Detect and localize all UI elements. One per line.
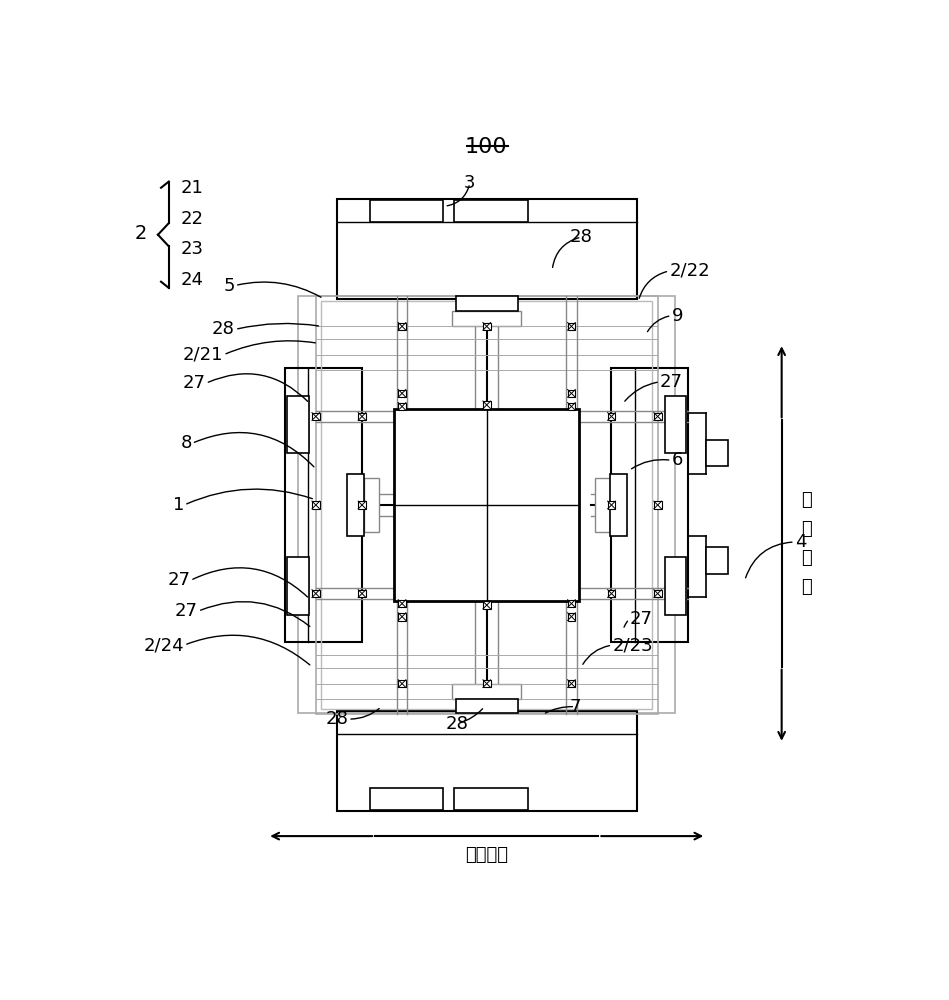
Bar [370, 200, 443, 222]
Text: 27: 27 [660, 373, 683, 391]
Bar [455, 788, 528, 810]
Bar [483, 680, 491, 687]
Text: 8: 8 [180, 434, 192, 452]
Bar [607, 501, 615, 509]
Text: 2/21: 2/21 [183, 346, 223, 364]
Bar [316, 296, 658, 714]
Bar [568, 600, 575, 607]
Bar [452, 311, 521, 326]
Bar [568, 389, 575, 397]
Bar [455, 200, 528, 222]
Bar [664, 557, 686, 615]
Bar [568, 323, 575, 330]
Text: 24: 24 [181, 271, 204, 289]
Text: 28: 28 [326, 710, 348, 728]
Text: 21: 21 [181, 179, 204, 197]
Text: 5: 5 [223, 277, 235, 295]
Bar [456, 296, 517, 311]
Bar [568, 613, 575, 620]
Text: 27: 27 [183, 374, 206, 392]
Bar [607, 413, 615, 420]
Bar [346, 474, 363, 536]
Bar [399, 600, 406, 607]
Bar [358, 590, 366, 597]
Bar [654, 590, 661, 597]
Text: 7: 7 [569, 698, 581, 716]
Text: 6: 6 [672, 451, 683, 469]
Text: 3: 3 [464, 174, 475, 192]
Bar [399, 613, 406, 620]
Bar [321, 301, 652, 709]
Bar [594, 478, 610, 532]
Bar [611, 368, 688, 642]
Bar [568, 680, 575, 687]
Bar [337, 199, 637, 299]
Text: 第
二
方
向: 第 二 方 向 [801, 491, 811, 596]
Bar [312, 501, 320, 509]
Text: 28: 28 [446, 715, 469, 733]
Bar [337, 711, 637, 811]
Bar [298, 296, 676, 713]
Text: 第一方向: 第一方向 [465, 846, 509, 864]
Text: 1: 1 [173, 496, 184, 514]
Text: 27: 27 [167, 571, 191, 589]
Bar [363, 478, 379, 532]
Bar [312, 590, 320, 597]
Bar [654, 501, 661, 509]
Bar [395, 409, 579, 601]
Bar [399, 680, 406, 687]
Bar [607, 590, 615, 597]
Text: 9: 9 [672, 307, 683, 325]
Bar [370, 788, 443, 810]
Bar [288, 557, 308, 615]
Bar [483, 323, 491, 330]
Text: 27: 27 [175, 602, 198, 620]
Text: 2/23: 2/23 [612, 636, 653, 654]
Text: 4: 4 [794, 533, 807, 551]
Bar [483, 401, 491, 409]
Bar [358, 413, 366, 420]
Bar [288, 396, 308, 453]
Text: 28: 28 [570, 228, 593, 246]
Bar [654, 413, 661, 420]
Text: 23: 23 [181, 240, 204, 258]
Text: 2/22: 2/22 [669, 262, 710, 280]
Text: 22: 22 [181, 210, 204, 228]
Bar [312, 413, 320, 420]
Text: 27: 27 [629, 610, 652, 628]
Bar [456, 699, 517, 713]
Bar [706, 547, 728, 574]
Bar [483, 601, 491, 609]
Bar [610, 474, 627, 536]
Bar [399, 323, 406, 330]
Bar [452, 684, 521, 699]
Bar [568, 403, 575, 410]
Bar [399, 389, 406, 397]
Text: 2/24: 2/24 [143, 636, 184, 654]
Text: 100: 100 [465, 137, 508, 157]
Bar [358, 501, 366, 509]
Bar [399, 403, 406, 410]
Bar [706, 440, 728, 466]
Bar [285, 368, 362, 642]
Text: 2: 2 [135, 224, 147, 243]
Bar [664, 396, 686, 453]
Text: 28: 28 [212, 320, 235, 338]
